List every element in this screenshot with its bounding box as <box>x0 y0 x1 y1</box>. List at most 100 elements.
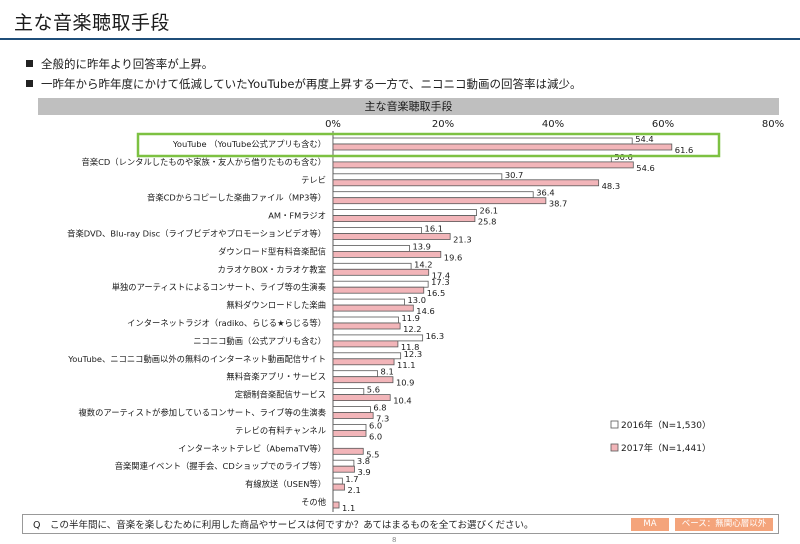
data-label-2017: 11.8 <box>401 342 419 352</box>
data-label-2017: 61.6 <box>675 145 693 155</box>
bar-2016 <box>332 227 422 234</box>
bullet-item: 一昨年から昨年度にかけて低減していたYouTubeが再度上昇する一方で、ニコニコ… <box>26 76 581 92</box>
bar-2017 <box>332 286 425 294</box>
data-label-2017: 14.6 <box>416 306 434 316</box>
data-label-2016: 26.1 <box>480 206 498 216</box>
bar-2017 <box>332 358 395 366</box>
data-label-2016: 16.1 <box>425 224 443 234</box>
bar-2017 <box>332 376 394 384</box>
data-label-2017: 1.1 <box>342 503 355 513</box>
bar-2016 <box>332 334 424 342</box>
chart-title: 主な音楽聴取手段 <box>38 98 779 115</box>
bar-2016 <box>332 459 355 467</box>
data-label-2017: 25.8 <box>478 217 496 227</box>
bar-2016 <box>332 298 405 306</box>
x-tick-label: 0% <box>325 119 341 130</box>
x-tick-label: 60% <box>652 119 674 130</box>
category-label: 音楽CD（レンタルしたものや家族・友人から借りたものも含む） <box>82 157 327 167</box>
data-label-2017: 21.3 <box>453 235 471 245</box>
bar-2017 <box>332 250 442 258</box>
data-label-2016: 13.9 <box>412 241 430 251</box>
category-label: インターネットテレビ（AbemaTV等） <box>178 443 326 453</box>
x-tick-label: 20% <box>432 119 454 130</box>
bullet-text: 一昨年から昨年度にかけて低減していたYouTubeが再度上昇する一方で、ニコニコ… <box>41 77 582 91</box>
bar-2016 <box>332 316 399 324</box>
data-label-2016: 11.9 <box>401 313 419 323</box>
category-label: 音楽CDからコピーした楽曲ファイル（MP3等） <box>147 193 326 203</box>
legend-swatch-2016 <box>610 420 619 429</box>
category-label: ダウンロード型有料音楽配信 <box>218 246 326 256</box>
bar-2017 <box>332 501 340 509</box>
data-label-2016: 3.8 <box>357 456 370 466</box>
slide-title: 主な音楽聴取手段 <box>14 12 171 34</box>
bar-2016 <box>332 477 343 485</box>
bar-2016 <box>332 262 412 270</box>
category-label: 定額制音楽配信サービス <box>235 390 326 400</box>
category-label: 無料ダウンロードした楽曲 <box>226 300 326 310</box>
x-tick-label: 40% <box>542 119 564 130</box>
highlight-box <box>136 132 721 158</box>
data-label-2016: 17.3 <box>431 277 449 287</box>
bar-2016 <box>332 370 378 378</box>
category-label: AM・FMラジオ <box>268 211 326 221</box>
bar-2017 <box>332 161 634 169</box>
data-label-2017: 54.6 <box>636 163 654 173</box>
category-label: 音楽DVD、Blu-ray Disc（ライブビデオやプロモーションビデオ等） <box>67 229 326 239</box>
data-label-2016: 6.0 <box>369 420 382 430</box>
data-label-2017: 2.1 <box>348 485 361 495</box>
bullet-square-icon <box>26 60 33 67</box>
data-label-2017: 38.7 <box>549 199 567 209</box>
data-label-2017: 3.9 <box>357 467 370 477</box>
data-label-2016: 54.4 <box>635 134 653 144</box>
data-label-2016: 8.1 <box>381 367 394 377</box>
bar-2016 <box>332 352 402 360</box>
data-label-2016: 1.7 <box>345 474 358 484</box>
category-label: インターネットラジオ（radiko、らじる★らじる等） <box>127 318 326 328</box>
data-label-2016: 14.2 <box>414 259 432 269</box>
legend-label-2016: 2016年（N=1,530） <box>621 419 711 431</box>
bar-2017 <box>332 179 600 187</box>
category-label: 無料音楽アプリ・サービス <box>226 372 326 382</box>
question-footer: Q この半年間に、音楽を楽しむために利用した商品やサービスは何ですか？あてはまる… <box>22 514 779 534</box>
category-label: その他 <box>301 497 326 507</box>
base-tag: ベース：無関心層以外 <box>675 518 773 531</box>
data-label-2017: 48.3 <box>602 181 620 191</box>
bar-2016 <box>332 209 477 217</box>
page-number: 8 <box>392 536 397 544</box>
data-label-2016: 36.4 <box>536 188 554 198</box>
data-label-2016: 12.3 <box>404 349 422 359</box>
data-label-2017: 12.2 <box>403 324 421 334</box>
category-label: 単独のアーティストによるコンサート、ライブ等の生演奏 <box>112 282 327 292</box>
data-label-2016: 13.0 <box>408 295 426 305</box>
category-label: 有線放送（USEN等） <box>245 479 326 489</box>
data-label-2017: 7.3 <box>376 414 389 424</box>
bar-2017 <box>332 429 367 437</box>
data-label-2017: 19.6 <box>444 252 462 262</box>
bar-2016 <box>332 423 367 431</box>
ma-tag: MA <box>631 518 669 531</box>
legend-label-2017: 2017年（N=1,441） <box>621 442 711 454</box>
bar-2016 <box>332 191 534 199</box>
question-text: Q この半年間に、音楽を楽しむために利用した商品やサービスは何ですか？あてはまる… <box>33 520 534 531</box>
category-label: カラオケBOX・カラオケ教室 <box>218 264 327 274</box>
bar-2017 <box>332 143 673 151</box>
category-label: 音楽関連イベント（握手会、CDショップでのライブ等） <box>115 461 326 471</box>
data-label-2016: 16.3 <box>426 331 444 341</box>
legend-swatch-2017 <box>610 443 619 452</box>
category-label: YouTube （YouTube公式アプリも含む） <box>172 139 326 149</box>
data-label-2017: 10.9 <box>396 378 414 388</box>
data-label-2016: 30.7 <box>505 170 523 180</box>
bar-2016 <box>332 244 410 252</box>
bar-2017 <box>332 268 430 276</box>
data-label-2017: 10.4 <box>393 396 411 406</box>
bullet-square-icon <box>26 80 33 87</box>
category-label: テレビ <box>301 175 326 185</box>
bar-2017 <box>332 412 374 419</box>
bar-2017 <box>332 447 364 455</box>
bar-2017 <box>332 465 355 473</box>
data-label-2017: 17.4 <box>432 270 450 280</box>
bar-2017 <box>332 340 399 348</box>
data-label-2016: 6.8 <box>373 403 386 413</box>
bar-2017 <box>332 322 401 330</box>
